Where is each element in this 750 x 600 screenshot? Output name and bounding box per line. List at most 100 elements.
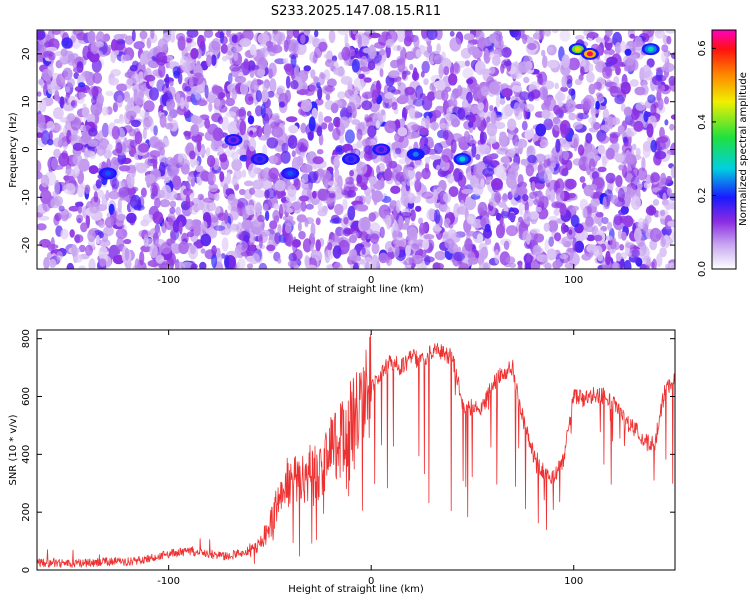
speckle-dot — [211, 245, 217, 256]
speckle-dot — [666, 35, 672, 45]
speckle-dot — [72, 153, 83, 166]
speckle-dot — [338, 134, 345, 144]
speckle-dot — [450, 92, 456, 107]
speckle-dot — [463, 130, 470, 144]
speckle-dot — [296, 155, 304, 167]
speckle-dot — [425, 162, 430, 173]
spectrogram-y-ticks: -20 -10 0 10 20 — [21, 48, 675, 253]
speckle-dot — [206, 201, 216, 212]
speckle-dot — [339, 116, 350, 129]
speckle-dot — [231, 34, 239, 44]
speckle-dot — [631, 248, 640, 258]
speckle-dot — [249, 130, 254, 136]
speckle-dot — [403, 36, 412, 47]
spectrogram-x-ticks: -100 0 100 — [157, 30, 583, 286]
speckle-dot — [158, 63, 166, 78]
speckle-dot — [380, 153, 391, 163]
speckle-dot — [351, 254, 362, 262]
speckle-dot — [494, 191, 502, 203]
speckle-dot — [99, 258, 107, 267]
speckle-dot — [567, 57, 580, 71]
x-tick-label: 100 — [564, 576, 583, 587]
speckle-dot — [310, 222, 316, 238]
speckle-dot — [252, 77, 258, 90]
speckle-dot — [585, 216, 594, 228]
speckle-dot — [155, 52, 168, 66]
speckle-dot — [499, 98, 506, 105]
speckle-dot — [490, 110, 497, 125]
snr-panel: -100 0 100 0 200 400 600 800 Height of straigh… — [8, 329, 676, 595]
speckle-dot — [495, 95, 501, 108]
speckle-dot — [113, 50, 120, 56]
speckle-dot — [77, 206, 83, 214]
speckle-dot — [464, 238, 473, 252]
speckle-dot — [308, 116, 316, 132]
speckle-dot — [37, 113, 46, 128]
speckle-dot — [224, 254, 230, 269]
speckle-dot — [420, 71, 425, 78]
speckle-dot — [548, 236, 554, 247]
speckle-dot — [536, 206, 542, 213]
speckle-dot — [87, 139, 99, 147]
speckle-dot — [390, 185, 401, 194]
speckle-dot — [316, 149, 324, 155]
speckle-dot — [413, 160, 424, 167]
speckle-dot — [486, 153, 497, 160]
speckle-dot — [503, 60, 512, 67]
speckle-dot — [230, 206, 240, 221]
speckle-dot — [386, 38, 395, 47]
speckle-dot — [80, 222, 88, 233]
speckle-dot — [586, 234, 596, 242]
speckle-dot — [129, 139, 137, 149]
speckle-dot — [228, 72, 233, 84]
speckle-dot — [218, 146, 224, 155]
speckle-dot — [425, 115, 431, 130]
speckle-dot — [443, 66, 450, 76]
speckle-dot — [431, 50, 441, 61]
speckle-dot — [176, 105, 187, 116]
speckle-dot — [380, 177, 385, 188]
speckle-dot — [561, 236, 573, 248]
speckle-dot — [200, 248, 206, 254]
hotspot-mark — [568, 43, 587, 56]
speckle-dot — [264, 210, 270, 222]
speckle-dot — [519, 91, 530, 101]
speckle-dot — [285, 208, 294, 213]
speckle-dot — [646, 123, 654, 138]
speckle-dot — [285, 75, 291, 89]
hotspot-mark — [341, 153, 360, 166]
speckle-dot — [351, 58, 360, 73]
speckle-dot — [84, 71, 90, 80]
speckle-dot — [99, 239, 111, 248]
speckle-dot — [159, 94, 167, 108]
speckle-dot — [393, 244, 400, 258]
speckle-dot — [255, 90, 262, 102]
speckle-dot — [407, 226, 418, 240]
speckle-dot — [140, 187, 147, 198]
speckle-dot — [124, 104, 131, 112]
speckle-dot — [591, 112, 596, 124]
speckle-dot — [246, 110, 252, 117]
speckle-dot — [327, 242, 333, 251]
speckle-dot — [129, 64, 138, 72]
speckle-dot — [169, 158, 178, 167]
speckle-dot — [72, 67, 84, 73]
speckle-dot — [60, 82, 66, 88]
speckle-dot — [88, 258, 96, 269]
speckle-dot — [267, 90, 275, 98]
speckle-dot — [304, 255, 310, 268]
speckle-dot — [601, 217, 609, 225]
speckle-dot — [466, 78, 474, 85]
speckle-dot — [652, 258, 657, 269]
hotspot-mark — [224, 133, 243, 146]
speckle-dot — [172, 175, 182, 188]
speckle-dot — [509, 262, 517, 268]
speckle-dot — [116, 236, 125, 251]
speckle-dot — [149, 168, 161, 182]
speckle-dot — [185, 194, 191, 207]
speckle-dot — [291, 201, 302, 214]
speckle-dot — [398, 158, 406, 165]
speckle-dot — [101, 122, 109, 138]
speckle-dot — [620, 81, 631, 95]
speckle-dot — [586, 244, 598, 254]
